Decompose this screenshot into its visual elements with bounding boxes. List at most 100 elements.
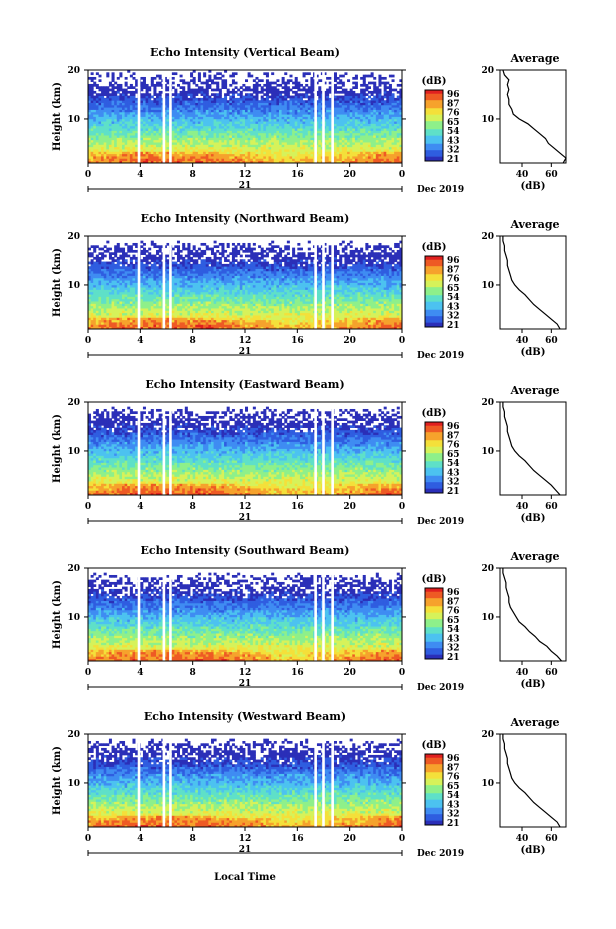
echo-cell bbox=[111, 305, 115, 309]
echo-cell bbox=[101, 86, 105, 89]
echo-cell bbox=[365, 123, 369, 127]
echo-cell bbox=[265, 107, 269, 110]
echo-cell bbox=[187, 83, 191, 87]
echo-cell bbox=[166, 116, 170, 120]
echo-cell bbox=[326, 151, 330, 155]
echo-cell bbox=[362, 107, 366, 110]
echo-cell bbox=[394, 144, 398, 148]
echo-cell bbox=[208, 118, 212, 122]
echo-cell bbox=[231, 88, 235, 92]
echo-cell bbox=[234, 111, 238, 115]
echo-cell bbox=[396, 123, 400, 127]
echo-cell bbox=[221, 83, 225, 87]
echo-cell bbox=[386, 102, 390, 106]
echo-cell bbox=[386, 109, 390, 113]
echo-cell bbox=[195, 128, 199, 131]
echo-cell bbox=[111, 280, 115, 283]
echo-cell bbox=[150, 104, 154, 108]
echo-cell bbox=[394, 97, 398, 101]
echo-cell bbox=[88, 261, 92, 265]
echo-cell bbox=[265, 153, 269, 157]
echo-cell bbox=[302, 132, 306, 136]
echo-cell bbox=[268, 153, 272, 157]
echo-cell bbox=[333, 135, 337, 138]
echo-cell bbox=[354, 104, 358, 108]
echo-cell bbox=[124, 114, 128, 117]
echo-cell bbox=[279, 149, 283, 152]
echo-cell bbox=[276, 132, 280, 136]
echo-cell bbox=[357, 123, 361, 127]
echo-cell bbox=[122, 275, 126, 279]
echo-cell bbox=[394, 160, 398, 164]
echo-cell bbox=[197, 74, 201, 78]
echo-cell bbox=[150, 326, 154, 330]
echo-cell bbox=[273, 128, 277, 131]
echo-cell bbox=[386, 142, 390, 145]
echo-cell bbox=[297, 160, 301, 164]
echo-cell bbox=[354, 144, 358, 148]
echo-cell bbox=[101, 102, 105, 106]
echo-cell bbox=[111, 130, 115, 134]
echo-cell bbox=[205, 130, 209, 134]
echo-cell bbox=[216, 151, 220, 155]
echo-cell bbox=[302, 156, 306, 159]
echo-cell bbox=[333, 146, 337, 150]
echo-cell bbox=[95, 284, 99, 288]
echo-cell bbox=[265, 109, 269, 113]
echo-cell bbox=[203, 121, 207, 124]
echo-cell bbox=[142, 324, 146, 328]
echo-cell bbox=[98, 287, 102, 290]
echo-cell bbox=[328, 149, 332, 152]
echo-cell bbox=[281, 97, 285, 101]
echo-cell bbox=[318, 142, 322, 145]
echo-cell bbox=[231, 109, 235, 113]
echo-cell bbox=[150, 308, 154, 311]
echo-cell bbox=[93, 273, 97, 276]
echo-cell bbox=[124, 149, 128, 152]
echo-cell bbox=[281, 130, 285, 134]
echo-cell bbox=[158, 125, 162, 129]
echo-cell bbox=[213, 121, 217, 124]
echo-cell bbox=[129, 275, 133, 279]
echo-cell bbox=[148, 294, 152, 297]
echo-cell bbox=[108, 128, 112, 131]
echo-cell bbox=[391, 93, 395, 96]
echo-cell bbox=[150, 266, 154, 269]
echo-cell bbox=[362, 125, 366, 129]
echo-cell bbox=[307, 156, 311, 159]
echo-cell bbox=[375, 114, 379, 117]
echo-cell bbox=[108, 100, 112, 103]
colorbar-segment bbox=[425, 141, 443, 144]
echo-cell bbox=[391, 142, 395, 145]
echo-cell bbox=[182, 160, 186, 164]
echo-cell bbox=[328, 160, 332, 164]
echo-cell bbox=[231, 158, 235, 162]
echo-cell bbox=[260, 142, 264, 145]
echo-cell bbox=[106, 305, 110, 309]
echo-cell bbox=[242, 139, 246, 143]
echo-cell bbox=[349, 160, 353, 164]
echo-cell bbox=[292, 100, 296, 103]
colorbar-segment bbox=[425, 127, 443, 130]
echo-cell bbox=[323, 121, 327, 124]
echo-cell bbox=[179, 114, 183, 117]
echo-cell bbox=[179, 158, 183, 162]
echo-cell bbox=[362, 90, 366, 94]
echo-cell bbox=[158, 100, 162, 103]
echo-cell bbox=[129, 280, 133, 283]
echo-cell bbox=[174, 90, 178, 94]
echo-cell bbox=[90, 252, 94, 255]
echo-cell bbox=[281, 116, 285, 120]
echo-cell bbox=[255, 107, 259, 110]
echo-cell bbox=[182, 151, 186, 155]
echo-cell bbox=[132, 111, 136, 115]
echo-cell bbox=[90, 156, 94, 159]
echo-cell bbox=[284, 158, 288, 162]
echo-cell bbox=[328, 90, 332, 94]
echo-cell bbox=[140, 317, 144, 321]
echo-cell bbox=[122, 287, 126, 290]
echo-cell bbox=[328, 137, 332, 141]
echo-cell bbox=[124, 158, 128, 162]
echo-cell bbox=[336, 146, 340, 150]
echo-cell bbox=[339, 86, 343, 89]
